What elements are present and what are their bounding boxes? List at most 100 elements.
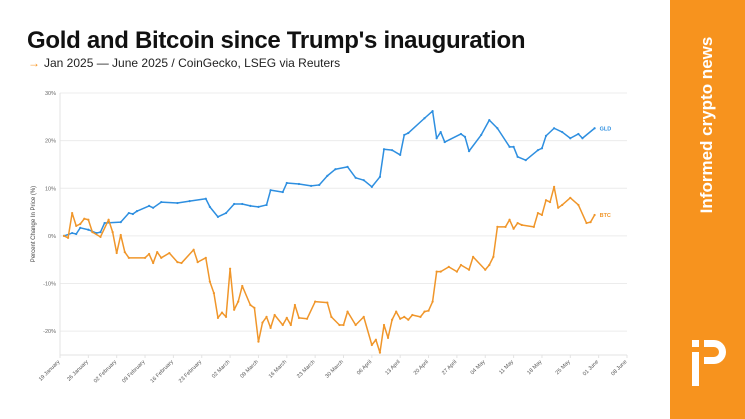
data-point bbox=[71, 231, 74, 235]
x-tick-label: 02 March bbox=[211, 359, 231, 379]
data-point bbox=[220, 311, 224, 314]
data-point bbox=[99, 235, 102, 238]
data-point bbox=[305, 317, 309, 320]
data-point bbox=[224, 211, 228, 215]
x-tick-label: 11 May bbox=[498, 359, 515, 376]
data-point bbox=[407, 318, 410, 321]
y-tick-label: -20% bbox=[43, 329, 56, 335]
data-point bbox=[237, 300, 240, 303]
data-point bbox=[330, 315, 333, 318]
arrow-right-icon: → bbox=[28, 56, 40, 70]
data-point bbox=[233, 202, 236, 206]
data-point bbox=[557, 206, 560, 209]
data-point bbox=[480, 133, 483, 137]
data-point bbox=[419, 315, 422, 318]
series-line bbox=[63, 186, 596, 354]
data-point bbox=[176, 201, 179, 205]
data-point bbox=[212, 291, 215, 295]
data-point bbox=[196, 261, 199, 264]
data-point bbox=[192, 248, 195, 251]
x-tick-label: 19 January bbox=[38, 359, 62, 383]
data-point bbox=[548, 200, 552, 204]
data-point bbox=[431, 110, 434, 113]
x-tick-label: 18 May bbox=[526, 359, 543, 376]
data-point bbox=[577, 203, 580, 207]
data-point bbox=[152, 261, 155, 265]
series-label: BTC bbox=[600, 213, 611, 219]
data-point bbox=[403, 133, 406, 137]
data-point bbox=[249, 303, 252, 307]
data-point bbox=[508, 218, 511, 221]
data-point bbox=[233, 308, 236, 311]
data-point bbox=[431, 300, 434, 303]
data-point bbox=[593, 127, 596, 130]
data-point bbox=[443, 140, 446, 144]
data-point bbox=[484, 268, 487, 271]
data-point bbox=[224, 315, 228, 318]
data-point bbox=[241, 202, 244, 206]
data-point bbox=[492, 255, 495, 258]
data-point bbox=[156, 251, 159, 254]
brand-tagline: Informed crypto news bbox=[697, 36, 716, 214]
data-point bbox=[265, 315, 268, 318]
x-tick-label: 04 May bbox=[470, 359, 487, 376]
data-point bbox=[536, 211, 540, 215]
data-point bbox=[435, 137, 438, 140]
data-point bbox=[346, 310, 349, 313]
data-point bbox=[447, 265, 450, 268]
data-point bbox=[382, 148, 386, 151]
data-point bbox=[216, 316, 220, 319]
data-point bbox=[411, 313, 414, 317]
data-point bbox=[152, 206, 155, 209]
data-point bbox=[386, 336, 390, 339]
data-point bbox=[532, 225, 535, 228]
data-point bbox=[314, 300, 317, 303]
data-point bbox=[127, 256, 130, 259]
data-point bbox=[378, 351, 382, 354]
data-point bbox=[83, 217, 86, 220]
data-point bbox=[289, 323, 292, 327]
data-point bbox=[119, 220, 122, 224]
data-point bbox=[148, 252, 151, 256]
y-axis-label: Percent Change In Price (%) bbox=[31, 186, 37, 262]
data-point bbox=[496, 225, 499, 228]
data-point bbox=[127, 211, 130, 215]
data-point bbox=[362, 179, 365, 182]
data-point bbox=[204, 197, 207, 200]
data-point bbox=[508, 145, 511, 148]
series-btc: BTC bbox=[62, 185, 611, 354]
data-point bbox=[467, 268, 471, 271]
data-point bbox=[391, 318, 394, 321]
brand-logo-icon bbox=[692, 340, 726, 386]
data-point bbox=[395, 310, 398, 313]
data-point bbox=[589, 220, 592, 224]
x-tick-label: 01 June bbox=[582, 359, 600, 377]
data-point bbox=[285, 316, 288, 319]
data-point bbox=[463, 135, 467, 138]
x-tick-label: 30 March bbox=[324, 359, 344, 379]
data-point bbox=[269, 189, 272, 192]
data-point bbox=[516, 155, 519, 158]
data-point bbox=[536, 149, 540, 152]
data-point bbox=[310, 184, 313, 187]
line-chart: 30% 20% 10% 0% -10% -20% Percent Change In Pri… bbox=[31, 91, 628, 384]
series-line bbox=[63, 110, 596, 237]
x-tick-label: 23 March bbox=[296, 359, 316, 379]
x-tick-label: 09 March bbox=[239, 359, 259, 379]
data-point bbox=[354, 176, 357, 179]
x-tick-label: 13 April bbox=[384, 359, 401, 376]
x-tick-label: 08 June bbox=[610, 359, 628, 377]
data-point bbox=[160, 256, 163, 259]
x-tick-label: 06 April bbox=[356, 359, 373, 376]
data-point bbox=[119, 233, 122, 237]
data-point bbox=[553, 127, 556, 130]
x-tick-label: 09 February bbox=[121, 359, 146, 384]
data-point bbox=[71, 211, 74, 215]
data-point bbox=[249, 204, 252, 207]
data-point bbox=[103, 221, 106, 225]
x-tick-label: 27 April bbox=[441, 359, 458, 376]
y-tick-label: 20% bbox=[45, 139, 56, 145]
data-point bbox=[229, 267, 232, 270]
data-point bbox=[297, 316, 301, 319]
data-point bbox=[115, 251, 118, 255]
